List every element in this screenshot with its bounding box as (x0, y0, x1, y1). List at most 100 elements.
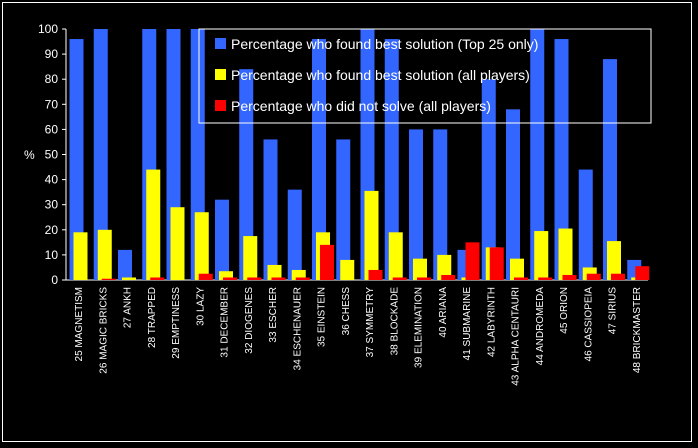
bar-series-3 (271, 277, 286, 280)
bar-series-3 (295, 277, 310, 280)
legend-swatch (215, 38, 226, 49)
bar-series-2 (534, 231, 549, 280)
bar-series-1 (506, 109, 520, 280)
bar-series-1 (336, 139, 351, 280)
bar-series-1 (603, 59, 617, 281)
category-labels: 25 MAGNETISM 26 MAGIC BRICKS 27 ANKH 28 TRA… (74, 287, 643, 386)
bar-series-3 (417, 277, 431, 280)
bar-series-1 (69, 39, 84, 280)
y-tick-label: 10 (45, 248, 59, 262)
bar-series-2 (73, 232, 88, 280)
category-label: 44 ANDROMEDA (535, 287, 546, 366)
y-tick-label: 50 (45, 148, 59, 162)
category-label: 25 MAGNETISM (74, 287, 85, 361)
bar-series-1 (554, 39, 569, 280)
y-tick-label: 40 (45, 173, 59, 187)
category-label: 45 ORION (559, 287, 570, 334)
bar-series-2 (194, 212, 209, 280)
y-tick-label: 70 (45, 97, 59, 111)
bar-series-3 (611, 273, 625, 280)
bar-series-2 (510, 258, 524, 280)
bar-series-3 (392, 277, 407, 280)
bar-series-3 (586, 273, 601, 280)
category-label: 41 SUBMARINE (462, 287, 473, 361)
bar-series-2 (146, 169, 161, 280)
y-tick-label: 60 (45, 122, 59, 136)
bar-series-3 (150, 277, 165, 280)
bar-series-1 (263, 139, 278, 280)
bar-series-3 (489, 247, 504, 280)
category-label: 37 SYMMETRY (365, 287, 376, 358)
y-tick-label: 90 (45, 47, 59, 61)
category-label: 28 TRAPPED (147, 287, 158, 348)
category-label: 34 ESCHENAUER (292, 287, 303, 370)
bar-series-2 (364, 190, 379, 280)
category-label: 32 DIOGENES (244, 287, 255, 354)
category-label: 30 LAZY (195, 287, 206, 326)
bar-series-3 (247, 277, 262, 280)
category-label: 38 BLOCKADE (389, 287, 400, 356)
bar-series-2 (291, 269, 306, 280)
category-label: 48 BRICKMASTER (632, 287, 643, 373)
bar-series-3 (223, 277, 237, 280)
bar-series-3 (441, 274, 456, 280)
bar-series-1 (578, 169, 593, 280)
bar-series-2 (437, 254, 452, 280)
bars (69, 29, 650, 281)
bar-series-2 (97, 229, 112, 280)
bar-series-1 (409, 129, 423, 280)
bar-series-3 (538, 277, 553, 280)
bar-series-3 (101, 278, 116, 280)
category-label: 39 ELEMINATION (414, 287, 425, 368)
y-axis-ticks: 0 10 20 30 40 50 60 70 80 90 100 (38, 22, 66, 287)
y-tick-label: 80 (45, 72, 59, 86)
legend-label: Percentage who found best solution (Top … (231, 36, 538, 52)
category-label: 27 ANKH (123, 287, 134, 328)
bar-series-1 (287, 189, 302, 280)
bar-series-2 (122, 277, 136, 280)
bar-series-3 (562, 274, 577, 280)
legend-label: Percentage who did not solve (all player… (231, 98, 491, 114)
category-label: 33 ESCHER (268, 287, 279, 343)
bar-series-1 (118, 249, 132, 280)
bar-series-1 (239, 69, 254, 280)
category-label: 43 ALPHA CENTAURI (511, 287, 522, 386)
legend-label: Percentage who found best solution (all … (231, 67, 530, 83)
category-label: 47 SIRIUS (608, 287, 619, 335)
category-label: 31 DECEMBER (220, 287, 231, 358)
category-label: 42 LABYRINTH (486, 287, 497, 357)
bar-series-2 (413, 258, 427, 280)
category-label: 40 ARIANA (438, 287, 449, 338)
bar-series-1 (93, 29, 108, 280)
bar-series-1 (433, 129, 448, 280)
bar-series-2 (243, 236, 258, 280)
y-tick-label: 100 (38, 22, 58, 36)
legend-swatch (215, 69, 226, 80)
legend: Percentage who found best solution (Top … (198, 28, 652, 124)
bar-series-3 (465, 242, 480, 280)
bar-series-3 (514, 277, 528, 280)
bar-series-3 (635, 266, 650, 280)
category-label: 46 CASSIOPEIA (583, 287, 594, 362)
bar-series-2 (388, 232, 403, 280)
bar-series-1 (215, 199, 229, 280)
legend-swatch (215, 100, 226, 111)
bar-series-3 (368, 269, 383, 280)
bar-series-2 (558, 228, 573, 280)
bar-series-2 (170, 207, 185, 280)
y-axis-label: % (24, 148, 35, 162)
y-tick-label: 20 (45, 223, 59, 237)
category-label: 29 EMPTINESS (171, 287, 182, 359)
chart-frame (2, 2, 692, 442)
category-label: 36 CHESS (341, 287, 352, 336)
category-label: 35 EINSTEIN (317, 287, 328, 347)
legend-box (198, 28, 652, 124)
bar-series-2 (267, 264, 282, 280)
bar-series-1 (384, 39, 399, 280)
bar-series-2 (340, 259, 355, 280)
y-tick-label: 30 (45, 198, 59, 212)
bar-series-1 (481, 79, 496, 280)
bar-series-1 (530, 29, 545, 280)
bar-series-2 (219, 271, 233, 280)
